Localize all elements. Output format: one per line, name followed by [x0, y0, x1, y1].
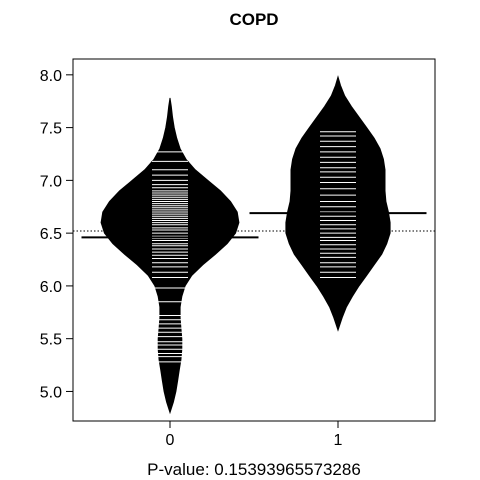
x-axis-label: P-value: 0.15393965573286	[147, 460, 361, 479]
y-tick-label: 8.0	[40, 68, 62, 85]
axes-layer: 5.0 5.5 6.0 6.5 7.0 7.5 8.0 0 1	[40, 68, 343, 449]
y-tick-label: 5.5	[40, 332, 62, 349]
overlay-layer	[73, 212, 435, 239]
chart-title: COPD	[229, 10, 278, 29]
y-tick-label: 6.5	[40, 226, 62, 243]
bean-violin-1	[285, 75, 391, 332]
beans-layer	[100, 75, 391, 415]
x-tick-label: 1	[334, 432, 343, 449]
x-tick-label: 0	[166, 432, 175, 449]
y-tick-label: 7.0	[40, 173, 62, 190]
y-tick-label: 7.5	[40, 121, 62, 138]
y-tick-label: 5.0	[40, 384, 62, 401]
y-tick-label: 6.0	[40, 279, 62, 296]
